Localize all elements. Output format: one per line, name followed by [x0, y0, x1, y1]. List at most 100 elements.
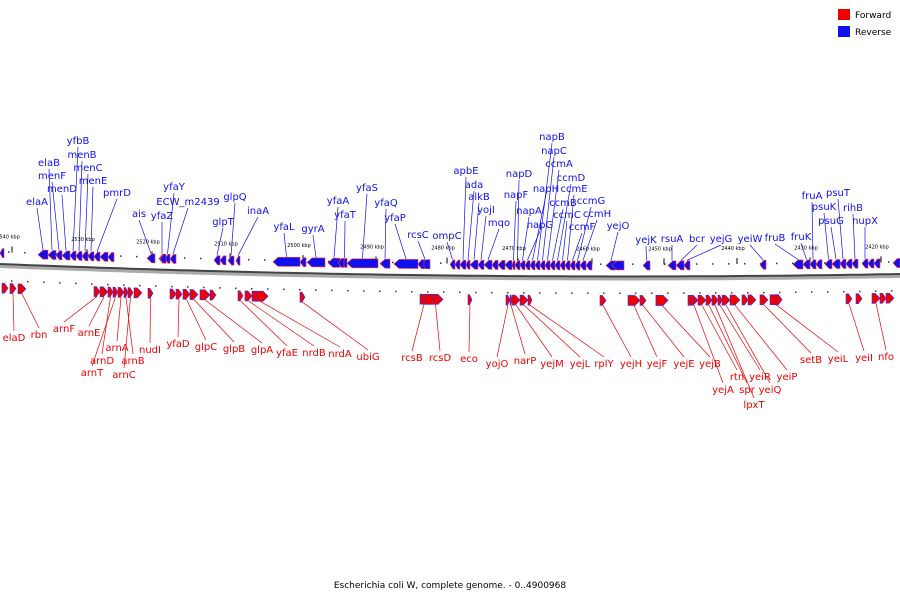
reverse-gene-ccma[interactable]: ccmA	[544, 159, 573, 271]
reverse-gene-yeiw[interactable]: yeiW	[738, 234, 767, 270]
reverse-gene-yfas[interactable]: yfaS	[346, 183, 379, 269]
forward-gene-yejf[interactable]: yejF	[627, 295, 668, 370]
reverse-gene-ada[interactable]: ada	[465, 180, 484, 270]
reverse-gene-menc[interactable]: menC	[73, 163, 103, 261]
reverse-gene-ccmg[interactable]: ccmG	[574, 196, 605, 271]
forward-gene-arnt[interactable]: arnT	[81, 286, 119, 379]
reverse-gene-menf[interactable]: menF	[38, 171, 66, 261]
reverse-gene-elaa[interactable]: elaA	[26, 197, 49, 260]
forward-gene-glpa[interactable]: glpA	[199, 289, 273, 356]
reverse-gene-napf[interactable]: napF	[504, 190, 529, 270]
leader-line	[557, 183, 572, 261]
forward-gene-spr[interactable]: spr	[705, 294, 756, 396]
reverse-gene-napb[interactable]: napB	[534, 132, 565, 271]
reverse-gene-ais[interactable]: ais	[132, 209, 156, 264]
forward-gene-eco[interactable]: eco	[460, 294, 478, 365]
reverse-gene-alkb[interactable]: alkB	[468, 192, 490, 270]
forward-gene-yojo[interactable]: yojO	[486, 294, 511, 370]
forward-gene-yejh[interactable]: yejH	[599, 295, 642, 370]
forward-gene-arnb[interactable]: arnB	[121, 287, 145, 367]
reverse-gene-psuk[interactable]: psuK	[812, 202, 837, 269]
reverse-gene-menb[interactable]: menB	[67, 150, 97, 261]
reverse-gene-napd[interactable]: napD	[506, 169, 533, 270]
forward-gene-glpc[interactable]: glpC	[182, 289, 217, 353]
leader-line	[91, 297, 116, 367]
forward-gene-glpb[interactable]: glpB	[189, 289, 245, 355]
forward-gene-arne[interactable]: arnE	[78, 286, 109, 339]
forward-gene-lpxt[interactable]: lpxT	[711, 294, 765, 411]
forward-gene-rcsb[interactable]: rcsB	[401, 293, 429, 364]
reverse-gene-napc[interactable]: napC	[539, 146, 567, 271]
gene-label: spr	[739, 385, 756, 396]
forward-gene-arna[interactable]: arnA	[105, 287, 129, 354]
forward-gene-setb[interactable]: setB	[759, 294, 822, 366]
forward-gene-yeip[interactable]: yeiP	[729, 294, 797, 383]
reverse-gene-ccmc[interactable]: ccmC	[553, 210, 581, 271]
reverse-gene-ccmb[interactable]: ccmB	[549, 198, 577, 271]
forward-gene-rbn[interactable]: rbn	[17, 283, 47, 341]
forward-gene-arnf[interactable]: arnF	[53, 286, 101, 335]
gene-label: ada	[465, 180, 484, 191]
reverse-gene-yoji[interactable]: yojI	[477, 205, 495, 270]
leader-line	[811, 201, 814, 260]
forward-gene-nudi[interactable]: nudI	[139, 287, 161, 356]
reverse-gene-yfaq[interactable]: yfaQ	[374, 198, 398, 269]
forward-gene-narp[interactable]: narP	[509, 294, 536, 367]
forward-gene-ubig[interactable]: ubiG	[299, 291, 380, 363]
forward-gene-yeii[interactable]: yeiI	[845, 293, 873, 364]
reverse-gene-ccmf[interactable]: ccmF	[569, 222, 596, 271]
reverse-gene-yfat[interactable]: yfaT	[334, 210, 357, 268]
forward-gene-elad[interactable]: elaD	[3, 283, 26, 344]
gene-label: napA	[516, 206, 542, 217]
forward-gene-arnc[interactable]: arnC	[112, 287, 136, 381]
forward-gene-rtn[interactable]: rtn	[697, 294, 744, 383]
forward-gene-rply[interactable]: rplY	[527, 294, 615, 370]
forward-gene-yeiq[interactable]: yeiQ	[721, 294, 781, 396]
forward-gene-nrdb[interactable]: nrdB	[244, 290, 326, 359]
gene-arrow	[627, 295, 641, 306]
reverse-gene-rihb[interactable]: rihB	[843, 203, 863, 269]
forward-gene-yfad[interactable]: yfaD	[166, 288, 190, 350]
reverse-gene-ccme[interactable]: ccmE	[560, 184, 588, 271]
gene-label: yejM	[540, 359, 563, 370]
reverse-gene-ecw-m2439[interactable]: ECW_m2439	[156, 197, 220, 264]
reverse-gene-mqo[interactable]: mqo	[483, 218, 510, 270]
reverse-gene-apbe[interactable]: apbE	[453, 166, 479, 270]
reverse-gene-yfbb[interactable]: yfbB	[67, 136, 90, 261]
forward-gene-yejl[interactable]: yejL	[519, 294, 591, 370]
forward-gene-nfo[interactable]: nfo	[871, 293, 894, 363]
reverse-gene-yfay[interactable]: yfaY	[163, 182, 186, 264]
reverse-gene-pmrd[interactable]: pmrD	[93, 188, 131, 262]
reverse-gene-yfal[interactable]: yfaL	[272, 222, 301, 267]
reverse-gene-frua[interactable]: fruA	[802, 191, 823, 270]
reverse-gene-napa[interactable]: napA	[516, 206, 542, 270]
reverse-gene-yejg[interactable]: yejG	[683, 234, 732, 271]
reverse-gene-gyra[interactable]: gyrA	[301, 224, 326, 268]
reverse-gene-psug[interactable]: psuG	[818, 216, 844, 269]
reverse-gene-yfap[interactable]: yfaP	[384, 213, 419, 269]
reverse-gene-psut[interactable]: psuT	[826, 188, 851, 269]
forward-gene-arnd[interactable]: arnD	[90, 286, 114, 367]
reverse-gene-glpq[interactable]: glpQ	[223, 192, 247, 266]
reverse-gene-inaa[interactable]: inaA	[235, 206, 269, 266]
forward-gene-rcsd[interactable]: rcsD	[427, 294, 451, 364]
reverse-gene-fruk[interactable]: fruK	[791, 232, 812, 270]
forward-gene-yfae[interactable]: yfaE	[237, 290, 298, 359]
reverse-gene-yfaa[interactable]: yfaA	[327, 196, 350, 268]
reverse-gene-glpt[interactable]: glpT	[212, 217, 235, 265]
reverse-gene-ompc[interactable]: ompC	[432, 231, 462, 270]
forward-gene-yeje[interactable]: yejE	[639, 295, 695, 370]
reverse-gene-yejk[interactable]: yejK	[635, 235, 657, 271]
reverse-gene-elab[interactable]: elaB	[38, 158, 60, 260]
forward-gene-yeja[interactable]: yejA	[689, 295, 734, 396]
forward-gene-yeir[interactable]: yeiR	[717, 294, 771, 383]
reverse-gene-mend[interactable]: menD	[47, 184, 77, 261]
reverse-gene-nupx[interactable]: nupX	[852, 216, 878, 269]
gene-label: gyrA	[301, 224, 324, 235]
reverse-gene-ccmd[interactable]: ccmD	[554, 173, 586, 271]
forward-gene-yejm[interactable]: yejM	[511, 294, 564, 370]
reverse-gene-rsua[interactable]: rsuA	[661, 234, 684, 271]
reverse-gene-ccmh[interactable]: ccmH	[579, 209, 611, 271]
reverse-gene-frub[interactable]: fruB	[765, 233, 804, 270]
reverse-gene-mene[interactable]: menE	[79, 176, 108, 262]
